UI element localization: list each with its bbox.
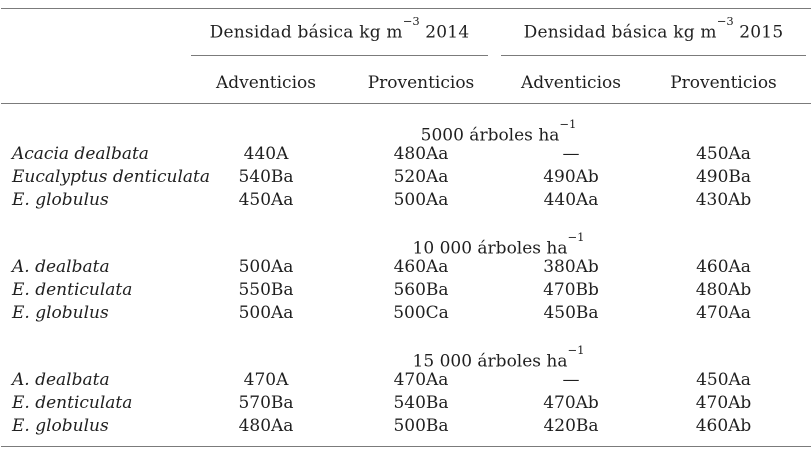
column-header-adventicios-2015: Adventicios <box>521 72 621 93</box>
density-value: 570Ba <box>238 392 294 413</box>
table-row: E. denticulata 570Ba 540Ba 470Ab 470Ab <box>6 391 806 414</box>
table-row: Acacia dealbata 440A 480Aa — 450Aa <box>6 142 806 165</box>
density-value: 420Ba <box>543 415 599 436</box>
density-value: 470Ab <box>695 392 752 413</box>
density-value: 550Ba <box>238 279 294 300</box>
superscript: −1 <box>567 230 585 244</box>
table-grid: Densidad básica kg m−3 2014 Densidad bás… <box>6 0 806 437</box>
species-name: E. globulus <box>12 302 109 323</box>
density-value: 450Ba <box>543 302 599 323</box>
density-value: 540Ba <box>393 392 449 413</box>
density-value: 450Aa <box>696 369 751 390</box>
density-value: 470A <box>243 369 289 390</box>
table-row: E. globulus 480Aa 500Ba 420Ba 460Ab <box>6 414 806 437</box>
column-header-proventicios-2015: Proventicios <box>670 72 777 93</box>
density-value: 500Aa <box>238 302 294 323</box>
density-value: 480Ab <box>695 279 752 300</box>
density-value: 480Aa <box>238 415 294 436</box>
density-value: 460Ab <box>695 415 752 436</box>
group-title-text: Densidad básica kg m−3 2015 <box>523 14 784 43</box>
column-header-row: Adventicios Proventicios Adventicios Pro… <box>6 56 806 103</box>
section-header-text: 15 000 árboles ha−1 <box>412 343 585 372</box>
species-name: E. globulus <box>12 415 109 436</box>
density-value: 520Aa <box>393 166 449 187</box>
density-value: 470Aa <box>696 302 751 323</box>
table-row: E. globulus 500Aa 500Ca 450Ba 470Aa <box>6 301 806 324</box>
density-value: 470Bb <box>543 279 599 300</box>
superscript: −3 <box>402 14 420 29</box>
table-header-rule <box>1 103 811 104</box>
column-group-title-2014: Densidad básica kg m−3 2014 <box>191 8 488 56</box>
table-row: Eucalyptus denticulata 540Ba 520Aa 490Ab… <box>6 165 806 188</box>
superscript: −1 <box>567 343 585 357</box>
section-header-text: 10 000 árboles ha−1 <box>412 230 585 259</box>
density-value: 500Ca <box>393 302 449 323</box>
stub-cell <box>6 8 191 56</box>
density-value: 500Ba <box>393 415 449 436</box>
table-row: E. denticulata 550Ba 560Ba 470Bb 480Ab <box>6 278 806 301</box>
density-value: 500Aa <box>393 189 449 210</box>
density-value: 490Ab <box>543 166 599 187</box>
density-value: 380Ab <box>543 256 599 277</box>
stub-cell <box>6 56 191 103</box>
species-name: Eucalyptus denticulata <box>12 166 211 187</box>
density-value: 470Aa <box>393 369 449 390</box>
density-value: — <box>562 143 580 164</box>
species-name: A. dealbata <box>12 369 110 390</box>
species-name: E. denticulata <box>12 279 133 300</box>
species-name: E. denticulata <box>12 392 133 413</box>
section-header-text: 5000 árboles ha−1 <box>420 117 577 146</box>
density-value: 560Ba <box>393 279 449 300</box>
section-header-5000: 5000 árboles ha−1 <box>6 117 806 146</box>
column-header-proventicios-2014: Proventicios <box>367 72 475 93</box>
density-value: 490Ba <box>695 166 752 187</box>
table-top-rule <box>1 8 811 9</box>
group-title-text: Densidad básica kg m−3 2014 <box>209 14 470 43</box>
density-value: 450Aa <box>696 143 751 164</box>
column-group-header-row: Densidad básica kg m−3 2014 Densidad bás… <box>6 8 806 56</box>
section-header-15000: 15 000 árboles ha−1 <box>6 343 806 372</box>
table-bottom-rule <box>1 446 811 447</box>
column-header-adventicios-2014: Adventicios <box>216 72 316 93</box>
superscript: −3 <box>716 14 734 29</box>
density-value: 540Ba <box>238 166 294 187</box>
density-value: 450Aa <box>238 189 294 210</box>
density-value: 440Aa <box>543 189 599 210</box>
density-value: 500Aa <box>238 256 294 277</box>
superscript: −1 <box>559 117 577 131</box>
density-value: — <box>562 369 580 390</box>
column-group-title-2015: Densidad básica kg m−3 2015 <box>501 8 806 56</box>
section-header-10000: 10 000 árboles ha−1 <box>6 230 806 259</box>
density-value: 480Aa <box>393 143 449 164</box>
density-value: 430Ab <box>695 189 752 210</box>
density-value: 440A <box>243 143 289 164</box>
table-row: A. dealbata 470A 470Aa — 450Aa <box>6 368 806 391</box>
density-value: 460Aa <box>696 256 751 277</box>
species-name: E. globulus <box>12 189 109 210</box>
species-name: A. dealbata <box>12 256 110 277</box>
table-row: A. dealbata 500Aa 460Aa 380Ab 460Aa <box>6 255 806 278</box>
table-row: E. globulus 450Aa 500Aa 440Aa 430Ab <box>6 188 806 211</box>
species-name: Acacia dealbata <box>12 143 149 164</box>
density-value: 460Aa <box>393 256 449 277</box>
density-value: 470Ab <box>543 392 599 413</box>
